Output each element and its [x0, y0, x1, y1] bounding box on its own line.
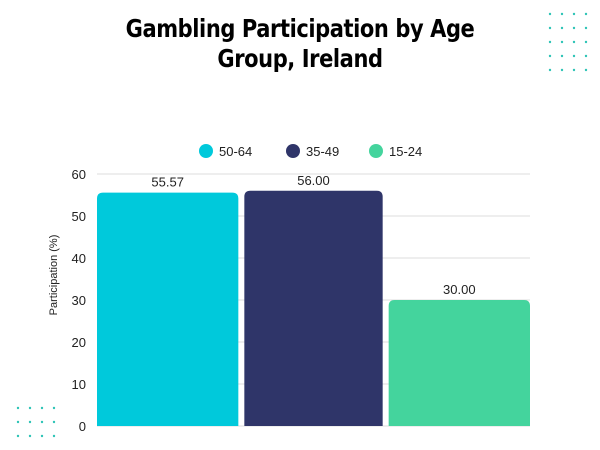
chart-title: Gambling Participation by Age Group, Ire… [125, 14, 475, 73]
y-tick-label: 30 [72, 293, 86, 308]
decor-dot [560, 54, 564, 58]
legend-swatch-35-49 [286, 144, 300, 158]
decor-dot [16, 434, 20, 438]
decor-dot [40, 420, 44, 424]
y-axis-title: Participation (%) [48, 235, 60, 316]
legend-label-15-24: 15-24 [389, 144, 422, 159]
y-axis: 0 10 20 30 40 50 60 [72, 167, 86, 434]
decor-dot [560, 40, 564, 44]
y-tick-label: 0 [79, 419, 86, 434]
decor-dot [584, 68, 588, 72]
decor-dot [560, 68, 564, 72]
bar-50-64 [97, 192, 239, 426]
data-label-15-24: 30.00 [443, 282, 476, 297]
decor-dot [28, 420, 32, 424]
data-label-50-64: 55.57 [151, 175, 184, 190]
decor-dot [572, 26, 576, 30]
chart-legend: 50-64 35-49 15-24 [199, 144, 422, 159]
decor-dot [548, 12, 552, 16]
decorative-dot-grid-top-right [548, 12, 588, 72]
decorative-dot-grid-bottom-left [16, 406, 56, 438]
decor-dot [16, 406, 20, 410]
decor-dot [572, 68, 576, 72]
decor-dot [560, 26, 564, 30]
decor-dot [16, 420, 20, 424]
decor-dot [548, 68, 552, 72]
y-tick-label: 50 [72, 209, 86, 224]
bar-data-labels: 55.57 56.00 30.00 [151, 173, 475, 297]
decor-dot [572, 12, 576, 16]
decor-dot [28, 406, 32, 410]
y-tick-label: 20 [72, 335, 86, 350]
legend-swatch-50-64 [199, 144, 213, 158]
decor-dot [584, 40, 588, 44]
bars [97, 190, 530, 426]
decor-dot [584, 54, 588, 58]
decor-dot [548, 54, 552, 58]
decor-dot [572, 54, 576, 58]
decor-dot [560, 12, 564, 16]
y-tick-label: 10 [72, 377, 86, 392]
decor-dot [584, 26, 588, 30]
y-tick-label: 40 [72, 251, 86, 266]
bar-15-24 [388, 300, 530, 426]
decor-dot [40, 434, 44, 438]
data-label-35-49: 56.00 [297, 173, 330, 188]
decor-dot [548, 40, 552, 44]
decor-dot [572, 40, 576, 44]
decor-dot [28, 434, 32, 438]
decor-dot [52, 420, 56, 424]
bar-35-49 [244, 190, 383, 426]
legend-label-35-49: 35-49 [306, 144, 339, 159]
decor-dot [40, 406, 44, 410]
decor-dot [584, 12, 588, 16]
decor-dot [52, 406, 56, 410]
legend-swatch-15-24 [369, 144, 383, 158]
decor-dot [548, 26, 552, 30]
decor-dot [52, 434, 56, 438]
y-tick-label: 60 [72, 167, 86, 182]
legend-label-50-64: 50-64 [219, 144, 252, 159]
